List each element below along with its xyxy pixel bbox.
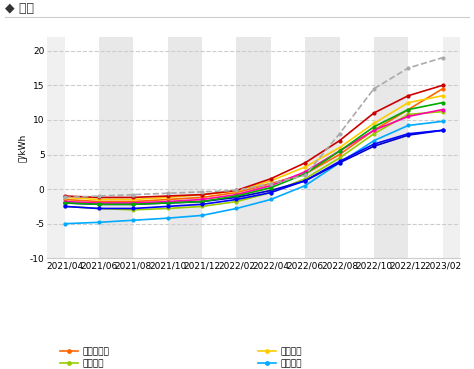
Bar — [202, 37, 237, 258]
Bar — [305, 37, 339, 258]
Text: ◆ 高圧: ◆ 高圧 — [5, 2, 34, 15]
Y-axis label: 円/kWh: 円/kWh — [18, 134, 27, 162]
Bar — [408, 37, 443, 258]
Bar — [168, 37, 202, 258]
Bar — [271, 37, 305, 258]
Bar — [339, 37, 374, 258]
Bar — [133, 37, 168, 258]
Bar — [374, 37, 408, 258]
Legend: 東北電力, 中部電力, 関西電力, 四国電力, 沖縄電力: 東北電力, 中部電力, 関西電力, 四国電力, 沖縄電力 — [258, 347, 302, 369]
Bar — [237, 37, 271, 258]
Bar — [64, 37, 99, 258]
Bar — [99, 37, 133, 258]
